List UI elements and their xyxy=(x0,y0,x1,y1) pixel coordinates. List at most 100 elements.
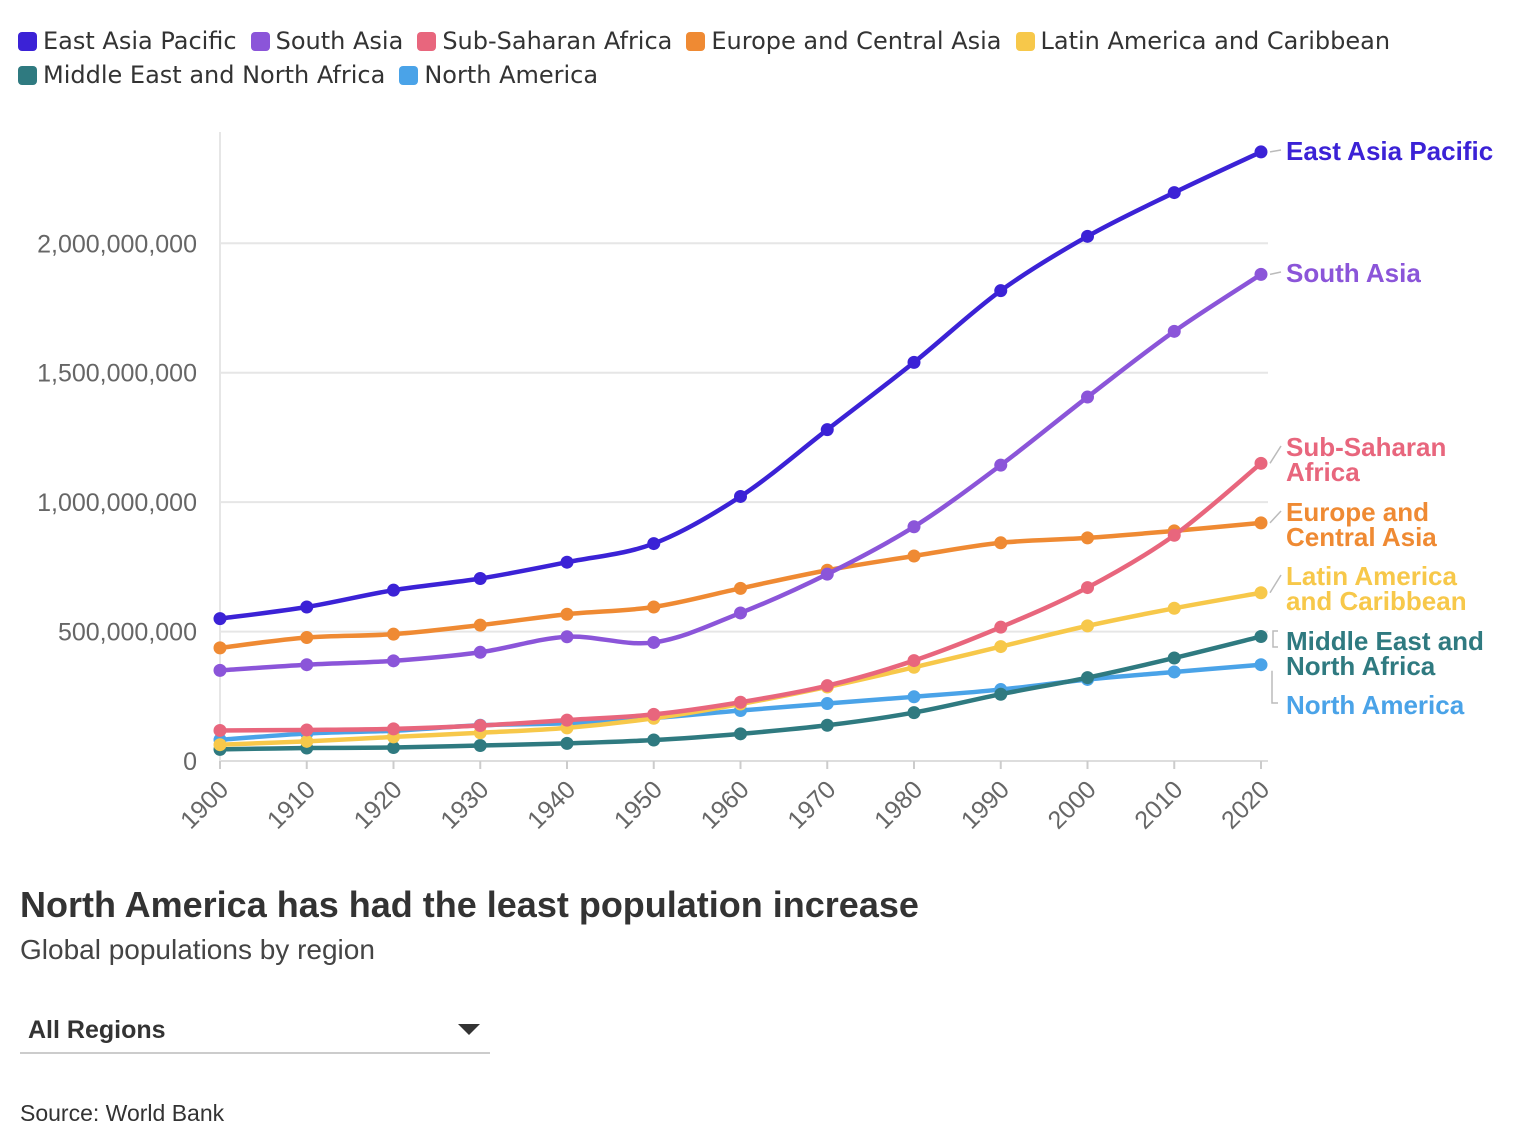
data-point[interactable] xyxy=(907,520,921,534)
data-point[interactable] xyxy=(300,723,314,737)
y-tick-label: 0 xyxy=(183,748,197,776)
data-point[interactable] xyxy=(994,687,1008,701)
data-point[interactable] xyxy=(1254,658,1268,672)
data-point[interactable] xyxy=(994,284,1008,298)
data-point[interactable] xyxy=(213,723,227,737)
data-point[interactable] xyxy=(560,713,574,727)
legend-swatch xyxy=(18,31,37,51)
data-point[interactable] xyxy=(213,641,227,655)
data-point[interactable] xyxy=(734,489,747,503)
region-dropdown[interactable]: All Regions xyxy=(20,1008,490,1054)
data-point[interactable] xyxy=(560,630,574,644)
chevron-down-icon[interactable] xyxy=(458,1024,480,1035)
y-tick-label: 2,000,000,000 xyxy=(37,230,197,258)
data-point[interactable] xyxy=(1254,267,1268,281)
data-point[interactable] xyxy=(1254,629,1268,643)
data-point[interactable] xyxy=(1167,651,1181,665)
data-point[interactable] xyxy=(560,736,574,750)
data-point[interactable] xyxy=(647,707,661,721)
end-label-connector xyxy=(1269,445,1282,464)
legend-item-europe-and-central-asia[interactable]: Europe and Central Asia xyxy=(686,27,1002,55)
data-point[interactable] xyxy=(300,600,314,614)
data-point[interactable] xyxy=(473,572,487,586)
data-point[interactable] xyxy=(994,458,1008,472)
data-point[interactable] xyxy=(734,581,747,595)
data-point[interactable] xyxy=(300,631,314,645)
data-point[interactable] xyxy=(1167,324,1181,338)
data-point[interactable] xyxy=(647,733,661,747)
data-point[interactable] xyxy=(820,567,834,581)
data-point[interactable] xyxy=(1167,601,1181,615)
data-point[interactable] xyxy=(473,618,487,632)
data-point[interactable] xyxy=(907,549,921,563)
chart-subtitle: Global populations by region xyxy=(20,934,375,965)
legend-item-south-asia[interactable]: South Asia xyxy=(250,27,403,55)
data-point[interactable] xyxy=(387,722,400,736)
data-point[interactable] xyxy=(560,607,574,621)
data-point[interactable] xyxy=(1254,586,1268,600)
legend-item-north-america[interactable]: North America xyxy=(399,61,598,89)
data-point[interactable] xyxy=(473,645,487,659)
data-point[interactable] xyxy=(734,727,747,741)
end-label-latin-america-and-caribbean: Latin America xyxy=(1286,561,1458,591)
data-point[interactable] xyxy=(473,719,487,733)
data-point[interactable] xyxy=(300,658,314,672)
data-point[interactable] xyxy=(1081,619,1094,633)
data-point[interactable] xyxy=(907,355,921,369)
data-point[interactable] xyxy=(647,635,661,649)
data-point[interactable] xyxy=(647,600,661,614)
data-point[interactable] xyxy=(1081,531,1094,545)
data-point[interactable] xyxy=(1081,671,1094,685)
data-point[interactable] xyxy=(994,620,1008,634)
end-label-connector xyxy=(1269,574,1282,594)
legend-label: Sub-Saharan Africa xyxy=(442,27,673,55)
series-east-asia-pacific xyxy=(213,145,1268,626)
data-point[interactable] xyxy=(1254,516,1268,530)
data-point[interactable] xyxy=(1167,528,1181,542)
data-point[interactable] xyxy=(1167,186,1181,200)
data-point[interactable] xyxy=(907,654,921,668)
legend-item-east-asia-pacific[interactable]: East Asia Pacific xyxy=(18,27,237,55)
data-point[interactable] xyxy=(387,583,400,597)
data-point[interactable] xyxy=(387,627,400,641)
data-point[interactable] xyxy=(907,690,921,704)
data-point[interactable] xyxy=(820,718,834,732)
data-point[interactable] xyxy=(1081,581,1094,595)
data-point[interactable] xyxy=(647,537,661,551)
data-point[interactable] xyxy=(213,663,227,677)
series-sub-saharan-africa xyxy=(213,456,1268,737)
data-point[interactable] xyxy=(387,741,400,755)
data-point[interactable] xyxy=(300,734,314,748)
chart-legend: East Asia Pacific South Asia Sub-Saharan A… xyxy=(18,24,1508,92)
data-point[interactable] xyxy=(907,706,921,720)
data-point[interactable] xyxy=(213,612,227,626)
legend-item-middle-east-and-north-africa[interactable]: Middle East and North Africa xyxy=(18,61,385,89)
data-point[interactable] xyxy=(820,697,834,711)
data-point[interactable] xyxy=(1081,229,1094,243)
data-point[interactable] xyxy=(1081,390,1094,404)
data-point[interactable] xyxy=(560,555,574,569)
data-point[interactable] xyxy=(994,536,1008,550)
data-point[interactable] xyxy=(820,423,834,437)
x-tick-label: 1980 xyxy=(869,775,928,834)
data-point[interactable] xyxy=(994,640,1008,654)
end-label-middle-east-and-north-africa: Middle East and xyxy=(1286,626,1484,656)
x-tick-label: 1930 xyxy=(435,775,494,834)
data-point[interactable] xyxy=(734,606,747,620)
end-label-europe-and-central-asia: Central Asia xyxy=(1286,522,1437,552)
legend-item-sub-saharan-africa[interactable]: Sub-Saharan Africa xyxy=(417,27,672,55)
data-point[interactable] xyxy=(820,679,834,693)
data-point[interactable] xyxy=(1254,145,1268,159)
legend-item-latin-america-and-caribbean[interactable]: Latin America and Caribbean xyxy=(1015,27,1390,55)
series-south-asia xyxy=(213,267,1268,677)
data-point[interactable] xyxy=(1254,456,1268,470)
data-point[interactable] xyxy=(734,695,747,709)
end-label-connector xyxy=(1272,630,1278,648)
series-line-sub-saharan-africa[interactable] xyxy=(217,461,1264,733)
end-label-latin-america-and-caribbean: and Caribbean xyxy=(1286,586,1467,616)
data-point[interactable] xyxy=(213,738,227,752)
legend-swatch xyxy=(399,65,419,85)
data-point[interactable] xyxy=(473,738,487,752)
data-point[interactable] xyxy=(1167,665,1181,679)
data-point[interactable] xyxy=(387,654,400,668)
